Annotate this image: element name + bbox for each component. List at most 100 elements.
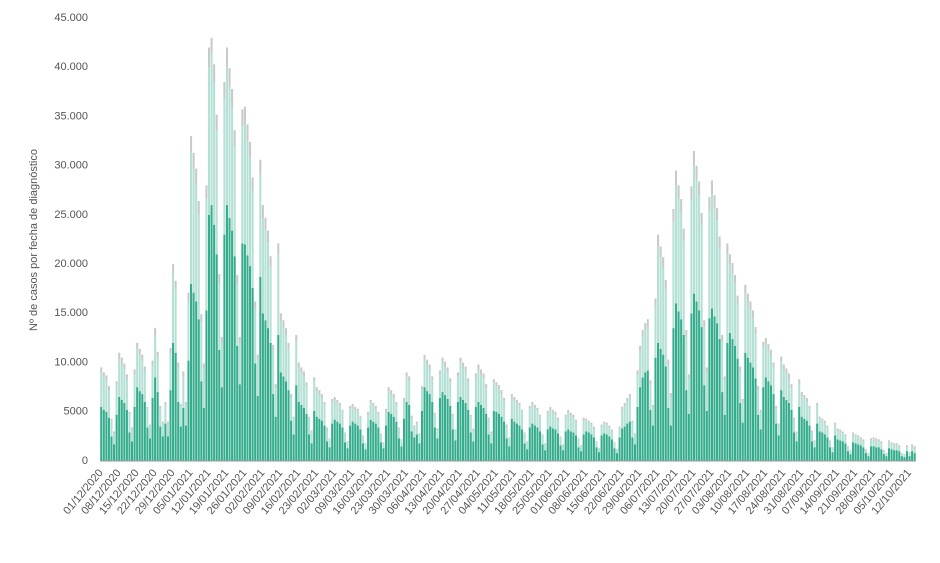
bar-segment xyxy=(610,439,613,461)
bar-segment xyxy=(233,130,236,146)
bar-segment xyxy=(374,408,377,424)
bar-segment xyxy=(367,427,370,461)
bar-segment xyxy=(136,342,139,349)
bar-segment xyxy=(592,428,595,438)
bar-segment xyxy=(857,444,860,461)
bar-segment xyxy=(328,447,331,461)
bar-segment xyxy=(723,376,726,381)
bar-segment xyxy=(143,366,146,372)
bar-segment xyxy=(721,392,724,461)
bar-segment xyxy=(669,397,672,426)
bar-segment xyxy=(156,392,159,461)
bar-segment xyxy=(764,377,767,461)
bar-segment xyxy=(190,136,193,153)
bar-segment xyxy=(554,411,557,415)
bar-segment xyxy=(608,425,611,428)
bar-segment xyxy=(580,451,583,461)
bar-segment xyxy=(361,435,365,437)
bar-segment xyxy=(451,429,454,461)
bar-segment xyxy=(433,412,436,415)
bar-segment xyxy=(315,391,318,417)
bar-segment xyxy=(657,234,660,247)
bar-segment xyxy=(523,432,526,434)
bar-segment xyxy=(497,385,501,390)
bar-segment xyxy=(228,86,231,218)
bar-segment xyxy=(867,453,870,455)
bar-segment xyxy=(513,421,516,461)
bar-segment xyxy=(133,406,136,461)
y-tick-label: 5000 xyxy=(64,406,88,418)
bar-segment xyxy=(287,390,290,461)
bar-segment xyxy=(469,416,472,433)
bar-segment xyxy=(618,437,621,461)
bar-segment xyxy=(716,220,719,324)
bar-segment xyxy=(102,409,105,461)
bar-segment xyxy=(600,435,603,461)
bar-segment xyxy=(551,409,554,413)
bar-segment xyxy=(426,359,429,365)
bar-segment xyxy=(105,380,108,412)
bar-segment xyxy=(223,81,226,99)
bar-segment xyxy=(331,423,334,461)
bar-segment xyxy=(497,413,501,461)
bar-segment xyxy=(259,159,262,175)
bar-segment xyxy=(259,276,262,461)
bar-segment xyxy=(567,409,570,413)
bar-segment xyxy=(359,417,362,430)
bar-segment xyxy=(125,374,128,380)
bar-segment xyxy=(885,454,888,457)
bar-segment xyxy=(895,445,898,451)
bar-segment xyxy=(849,454,852,461)
bar-segment xyxy=(438,370,441,375)
bar-segment xyxy=(451,415,454,430)
bar-segment xyxy=(184,425,187,461)
bar-segment xyxy=(854,443,857,461)
bar-segment xyxy=(577,438,580,440)
bar-segment xyxy=(513,399,516,422)
bar-segment xyxy=(503,421,506,461)
bar-segment xyxy=(326,429,329,442)
bar-segment xyxy=(441,392,444,461)
bar-segment xyxy=(182,371,185,377)
bar-segment xyxy=(269,256,272,267)
bar-segment xyxy=(400,446,403,461)
bar-segment xyxy=(885,456,888,461)
bar-segment xyxy=(264,217,267,230)
bar-segment xyxy=(849,451,852,455)
bar-segment xyxy=(826,425,829,428)
bar-segment xyxy=(331,401,334,424)
bar-segment xyxy=(890,442,893,445)
bar-segment xyxy=(128,414,131,433)
bar-segment xyxy=(772,362,775,368)
bar-segment xyxy=(816,423,819,461)
bar-segment xyxy=(746,293,749,303)
bar-segment xyxy=(395,401,398,405)
bar-segment xyxy=(138,354,141,392)
bar-segment xyxy=(708,197,711,210)
bar-segment xyxy=(300,367,303,373)
bar-segment xyxy=(639,345,642,352)
bar-segment xyxy=(913,453,916,461)
bar-segment xyxy=(462,399,465,461)
bar-segment xyxy=(651,425,654,461)
bar-segment xyxy=(436,430,439,439)
bar-segment xyxy=(261,313,264,461)
bar-segment xyxy=(228,68,231,87)
bar-segment xyxy=(726,243,729,255)
bar-segment xyxy=(115,381,118,386)
bar-segment xyxy=(690,200,693,314)
bar-segment xyxy=(415,421,418,424)
bar-segment xyxy=(249,157,252,267)
bar-segment xyxy=(795,441,798,461)
bar-segment xyxy=(110,420,113,437)
bar-segment xyxy=(677,199,680,312)
bar-segment xyxy=(113,433,116,445)
bar-segment xyxy=(677,185,680,200)
bar-segment xyxy=(623,402,626,406)
bar-segment xyxy=(102,372,105,378)
bar-segment xyxy=(798,379,801,384)
bar-segment xyxy=(728,264,731,334)
bar-segment xyxy=(541,434,544,436)
bar-segment xyxy=(844,443,847,461)
bar-segment xyxy=(585,431,588,461)
